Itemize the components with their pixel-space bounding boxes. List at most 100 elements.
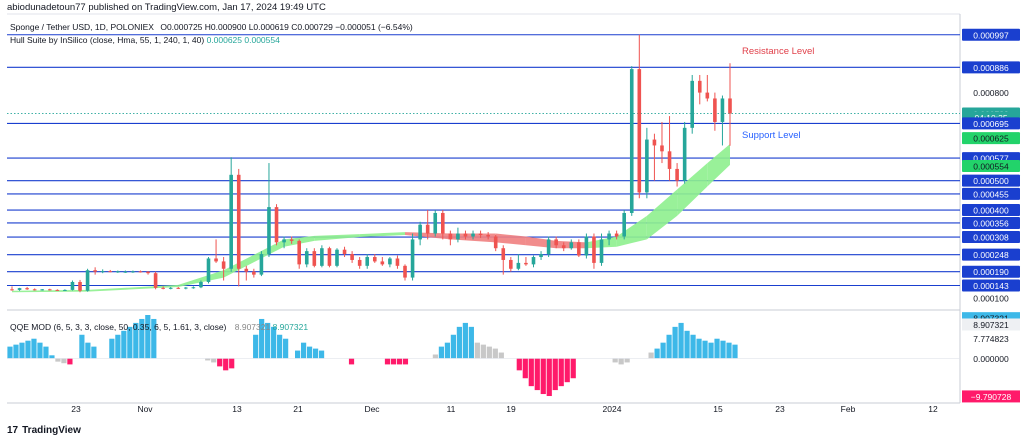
time-tick-9: 23 [775,404,785,414]
qqe-bar-43 [265,322,271,359]
candle-body-73 [561,245,566,249]
price-label-bg-15 [962,265,1020,278]
candle-body-19 [153,273,158,288]
qqe-bar-85 [516,358,522,371]
hull-suite-name: Hull Suite by InSilico (close, Hma, 55, … [10,35,205,45]
hull-segment-10 [525,236,557,249]
grid [7,13,961,404]
qqe-bar-77 [468,326,474,359]
qqe-bar-13 [85,342,91,359]
price-label-17: 0.000100 [973,294,1009,304]
price-label-13: 0.000308 [973,233,1009,243]
candle-body-29 [229,174,233,269]
candle-body-95 [728,98,732,114]
candle-body-24 [191,287,196,289]
candle-body-91 [697,80,702,93]
price-axis: 0.0009970.0008860.0008000.00072904:10:35… [962,28,1020,403]
qqe-bar-86 [522,358,528,379]
price-label-bg-1 [962,61,1020,74]
price-label-5: 0.000695 [973,119,1009,129]
candle-body-10 [85,270,90,291]
qqe-bar-116 [702,340,708,359]
candle-body-25 [199,281,203,288]
candle-body-70 [539,254,543,258]
qqe-bar-93 [564,358,570,383]
candle-body-82 [629,69,634,213]
price-label-12: 0.000356 [973,218,1009,228]
price-label-2: 0.000800 [973,88,1009,98]
candle-body-20 [161,287,165,289]
candle-body-64 [493,236,498,249]
qqe-bar-74 [450,334,456,359]
candle-body-56 [433,212,438,234]
ohlc-values: O0.000725 H0.000900 L0.000619 C0.000729 … [160,22,413,32]
candle-body-4 [40,289,45,291]
candlestick-series [10,34,732,293]
qqe-bar-57 [348,358,355,365]
candle-body-92 [705,92,710,99]
qqe-bar-45 [277,334,283,359]
qqe-bar-75 [456,326,462,359]
candle-body-50 [388,258,392,265]
hull-segment-14 [646,189,678,240]
candle-body-1 [17,288,22,290]
qqe-bar-21 [133,322,139,359]
qqe-bar-50 [306,346,313,359]
qqe-histogram [7,315,960,397]
candle-body-37 [289,239,294,241]
tradingview-logo-icon: 17 [7,425,19,436]
candle-body-86 [660,145,664,152]
qqe-bar-66 [402,358,409,365]
candle-body-31 [244,268,249,272]
candle-body-57 [441,212,445,234]
price-label-9: 0.000500 [973,176,1009,186]
symbol-name: Sponge / Tether USD, 1D, POLONIEX [10,22,154,32]
annotations: Resistance Level Support Level [742,46,814,141]
price-label-bg-12 [962,216,1020,229]
candle-body-94 [720,98,725,122]
candle-body-74 [569,242,574,249]
qqe-bar-35 [217,358,223,367]
candle-body-79 [607,233,611,240]
qqe-bar-22 [139,318,145,359]
price-label-7: 0.000577 [973,154,1009,164]
candle-body-55 [425,224,430,234]
qqe-bar-121 [732,344,738,359]
hull-suite-label: Hull Suite by InSilico (close, Hma, 55, … [10,35,280,45]
candle-body-63 [486,235,490,237]
candle-body-27 [214,258,218,262]
time-tick-2: 13 [232,404,242,414]
hull-segment-13 [616,215,647,247]
qqe-bar-46 [283,338,289,359]
qqe-bar-18 [115,334,121,359]
candle-body-47 [365,257,370,266]
qqe-bar-81 [492,348,498,359]
candle-body-22 [176,287,181,289]
tradingview-brand[interactable]: 17 TradingView [7,425,81,436]
price-label-6: 0.000625 [973,134,1009,144]
qqe-label-bg-4 [962,390,1020,403]
qqe-bar-37 [229,358,235,369]
qqe-bar-0 [7,346,13,359]
time-axis: 23 Nov 13 21 Dec 11 19 2024 15 23 Feb 12 [71,404,938,414]
candle-body-2 [25,288,29,290]
candle-body-11 [93,270,97,272]
candle-body-34 [267,207,271,255]
qqe-bar-19 [121,330,127,359]
candle-body-90 [690,80,695,128]
horizontal-levels [7,34,960,287]
qqe-bar-72 [438,346,445,359]
qqe-bar-6 [43,346,49,359]
candle-body-17 [138,271,143,273]
qqe-bar-1 [13,344,19,359]
candle-body-62 [478,233,483,235]
time-tick-3: 21 [293,404,303,414]
qqe-bar-88 [534,358,540,391]
hull-segment-9 [495,233,526,246]
candle-body-66 [509,259,513,269]
price-label-0: 0.000997 [973,30,1009,40]
qqe-bar-110 [666,334,672,359]
candle-body-46 [357,259,362,266]
qqe-bar-73 [444,342,450,359]
qqe-bar-14 [91,346,97,359]
